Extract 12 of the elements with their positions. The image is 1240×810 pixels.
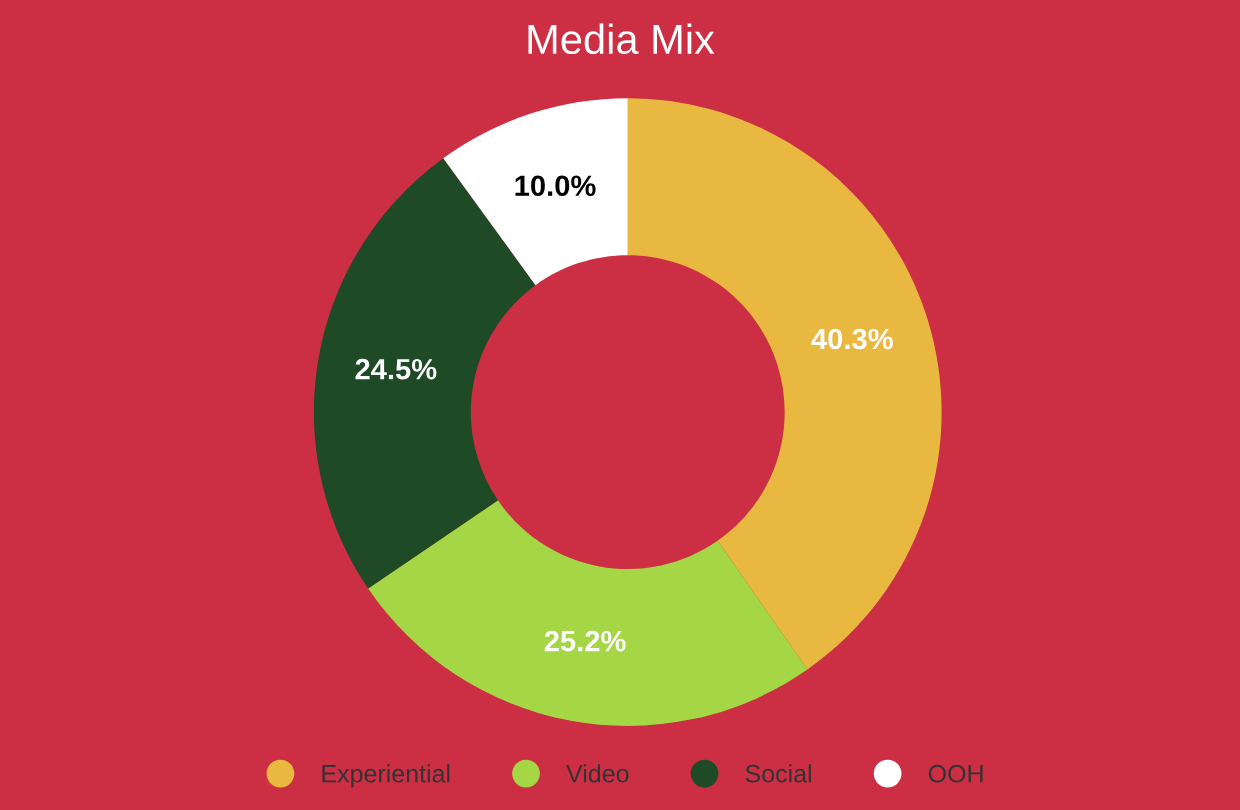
legend-label: OOH [928,764,983,783]
data-label: 24.5% [355,358,437,380]
donut-slice [443,98,628,286]
data-label: 10.0% [515,175,596,197]
data-label: 40.3% [811,328,893,350]
legend-label: Experiential [322,764,450,788]
donut-slice [368,500,808,726]
data-label: 25.2% [544,630,626,652]
legend-label: Social [745,764,811,783]
chart-title: Media Mix [528,23,715,55]
legend-label: Video [566,764,629,783]
donut-slice [627,98,942,670]
